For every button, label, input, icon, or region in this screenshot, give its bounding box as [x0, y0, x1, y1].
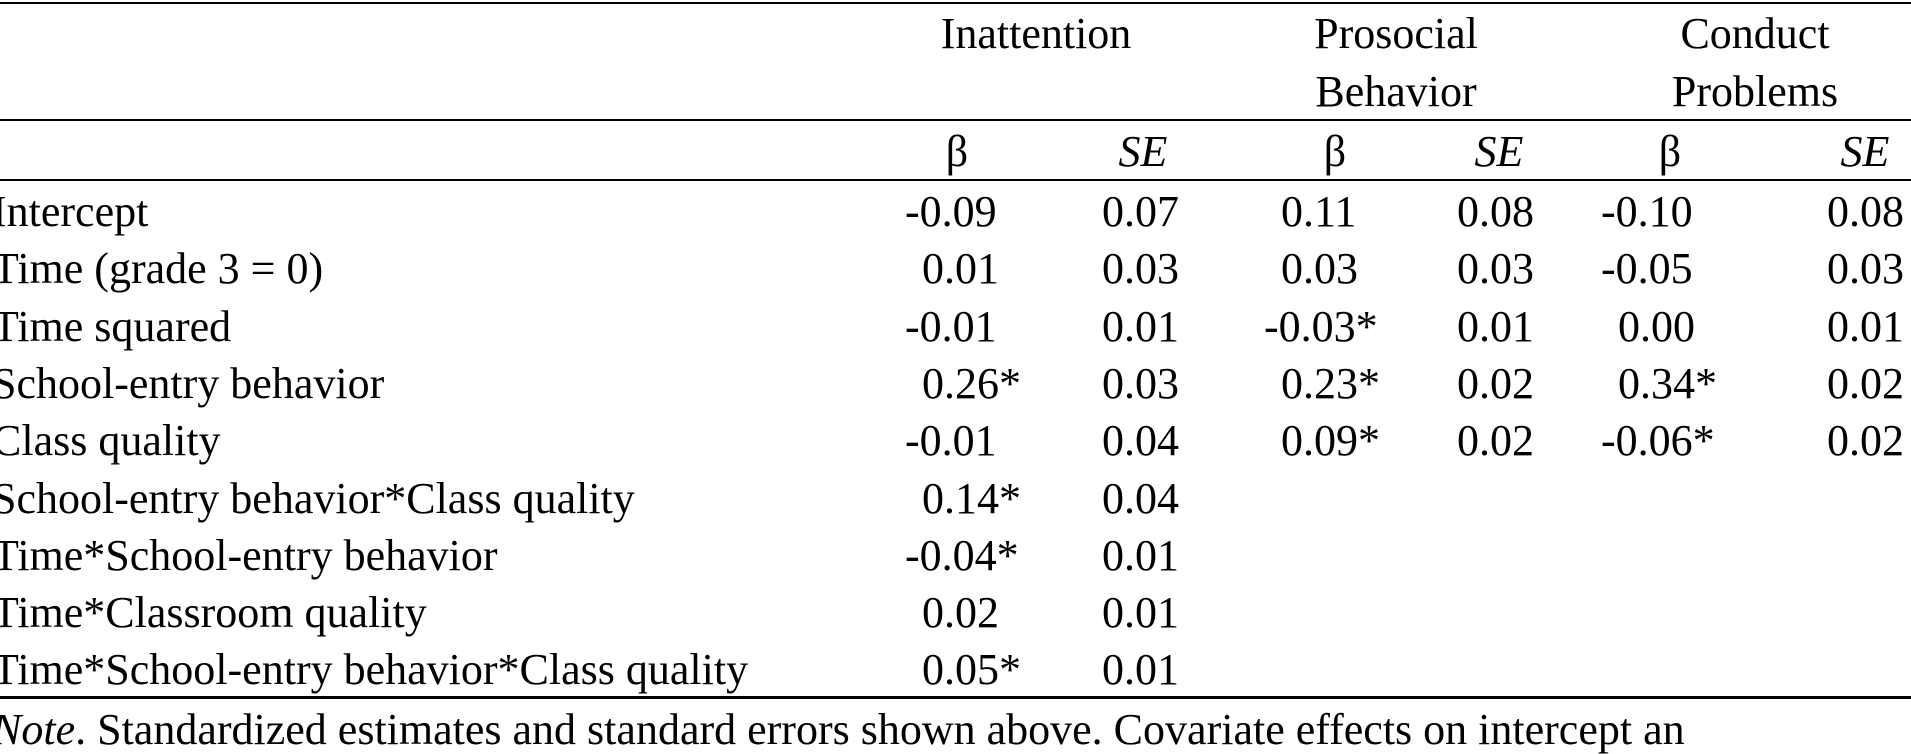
se-cell: 0.01: [1102, 588, 1179, 638]
beta-cell: 0.14*: [922, 473, 1021, 523]
top-rule: [0, 2, 1911, 4]
se-header: SE: [1840, 127, 1890, 176]
table-note: Note. Standardized estimates and standar…: [0, 708, 1685, 752]
beta-cell: -0.03*: [1264, 301, 1378, 351]
beta-cell: -0.01: [905, 416, 997, 466]
se-cell: 0.02: [1457, 416, 1534, 466]
se-cell: 0.02: [1827, 416, 1904, 466]
se-cell: 0.01: [1102, 301, 1179, 351]
beta-header: β: [945, 127, 969, 176]
se-cell: 0.01: [1827, 301, 1904, 351]
row-label: Time (grade 3 = 0): [0, 244, 324, 294]
row-label: Time*School-entry behavior*Class quality: [0, 645, 749, 695]
beta-cell: 0.26*: [922, 358, 1021, 408]
beta-cell: 0.01: [922, 244, 999, 294]
beta-header: β: [1658, 127, 1682, 176]
se-header: SE: [1118, 127, 1168, 176]
se-cell: 0.07: [1102, 187, 1179, 236]
beta-cell: -0.05: [1601, 244, 1693, 294]
beta-cell: 0.09*: [1281, 416, 1380, 466]
beta-cell: 0.02: [922, 588, 999, 638]
group-header: Inattention: [940, 9, 1132, 58]
note-text: . Standardized estimates and standard er…: [75, 705, 1685, 754]
se-cell: 0.01: [1102, 645, 1179, 695]
se-header: SE: [1474, 127, 1524, 176]
bottom-rule: [0, 696, 1911, 699]
group-header: Conduct: [1680, 9, 1830, 58]
se-cell: 0.04: [1102, 473, 1179, 523]
se-cell: 0.03: [1102, 244, 1179, 294]
beta-cell: -0.09: [905, 187, 997, 236]
group-header: Behavior: [1315, 67, 1477, 116]
beta-cell: -0.10: [1601, 187, 1693, 236]
beta-cell: 0.11: [1281, 187, 1357, 236]
beta-cell: -0.06*: [1601, 416, 1715, 466]
se-cell: 0.08: [1457, 187, 1534, 236]
beta-cell: 0.34*: [1618, 358, 1717, 408]
group-header: Problems: [1671, 67, 1839, 116]
group-header-rule: [0, 119, 1911, 121]
beta-cell: 0.05*: [922, 645, 1021, 695]
row-label: School-entry behavior*Class quality: [0, 473, 635, 523]
subheader-rule: [0, 179, 1911, 181]
se-cell: 0.08: [1827, 187, 1904, 236]
se-cell: 0.01: [1102, 530, 1179, 580]
beta-cell: 0.23*: [1281, 358, 1380, 408]
se-cell: 0.01: [1457, 301, 1534, 351]
beta-header: β: [1323, 127, 1347, 176]
se-cell: 0.02: [1457, 358, 1534, 408]
row-label: Class quality: [0, 416, 221, 466]
row-label: Intercept: [0, 187, 149, 236]
se-cell: 0.04: [1102, 416, 1179, 466]
beta-cell: 0.00: [1618, 301, 1695, 351]
row-label: Time squared: [0, 301, 232, 351]
beta-cell: -0.04*: [905, 530, 1019, 580]
beta-cell: -0.01: [905, 301, 997, 351]
beta-cell: 0.03: [1281, 244, 1358, 294]
se-cell: 0.03: [1827, 244, 1904, 294]
se-cell: 0.02: [1827, 358, 1904, 408]
note-label: Note: [0, 705, 76, 754]
se-cell: 0.03: [1102, 358, 1179, 408]
group-header: Prosocial: [1314, 9, 1478, 58]
row-label: School-entry behavior: [0, 358, 385, 408]
se-cell: 0.03: [1457, 244, 1534, 294]
row-label: Time*Classroom quality: [0, 588, 427, 638]
row-label: Time*School-entry behavior: [0, 530, 498, 580]
